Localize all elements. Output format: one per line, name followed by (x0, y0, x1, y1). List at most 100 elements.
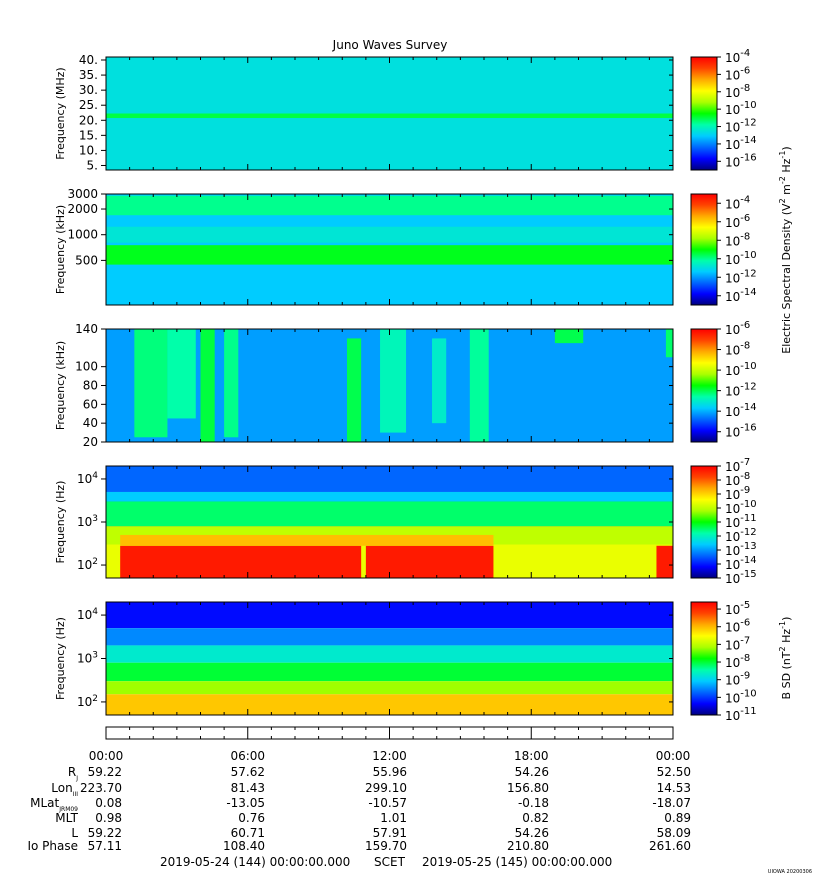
colorbar-tick-label: 10-10 (725, 100, 757, 117)
spectrogram-burst-1 (134, 329, 168, 438)
ephemeris-value: 14.53 (657, 781, 691, 795)
y-tick-label: 15. (79, 128, 98, 142)
b-spectral-density-label: B SD (nT2 Hz-1) (778, 617, 793, 700)
colorbar-tick-label: 10-4 (725, 48, 750, 65)
spectrogram-layer-4 (106, 662, 673, 682)
colorbar (690, 328, 718, 443)
y-tick-label: 35. (79, 68, 98, 82)
footer-scet-label: SCET (374, 855, 406, 869)
y-tick-label: 40. (79, 53, 98, 67)
colorbar-tick-label: 10-14 (725, 287, 757, 304)
y-tick-label: 3000 (67, 187, 98, 201)
spectrogram-layer-2 (106, 628, 673, 646)
ephemeris-value: 58.09 (657, 826, 691, 840)
ephemeris-value: -13.05 (226, 796, 265, 810)
ephemeris-value: 0.76 (238, 811, 265, 825)
spectrogram-burst-2 (167, 329, 196, 419)
footer-start-date: 2019-05-24 (144) 00:00:00.000 (160, 855, 350, 869)
y-tick-label: 20 (83, 435, 98, 449)
spectrogram-burst-4 (224, 329, 239, 438)
ephemeris-value: 0.82 (522, 811, 549, 825)
y-tick-label: 40 (83, 416, 98, 430)
spectrogram-image-4 (106, 466, 673, 578)
colorbar-tick-label: 10-8 (725, 341, 750, 358)
ephemeris-value: -18.07 (652, 796, 691, 810)
spectrogram-layer-2 (106, 491, 673, 502)
ephemeris-value: 1.01 (380, 811, 407, 825)
colorbar (690, 193, 718, 306)
time-label: 12:00 (372, 749, 407, 763)
y-tick-label: 25. (79, 98, 98, 112)
y-axis-label: Frequency (Hz) (54, 481, 67, 564)
electric-spectral-density-label: Electric Spectral Density (V2 m-2 Hz-1) (778, 146, 793, 353)
spectrogram-layer-3 (106, 501, 673, 527)
spectrogram-band-1 (106, 195, 673, 216)
ephemeris-row-label: LonIII (51, 781, 78, 798)
ephemeris-row-label: Io Phase (27, 839, 78, 853)
spectrogram-image-1 (106, 57, 673, 170)
colorbar-tick-label: 10-6 (725, 213, 750, 230)
ephemeris-table: RJ 59.22 57.62 55.96 54.26 52.50 LonIII 223.70 8… (27, 765, 691, 853)
ephemeris-value: 299.10 (365, 781, 407, 795)
ephemeris-value: 223.70 (80, 781, 122, 795)
y-tick-label: 103 (77, 514, 98, 529)
colorbar-tick-label: 10-8 (725, 231, 750, 248)
time-label: 06:00 (230, 749, 265, 763)
ephemeris-value: 54.26 (515, 826, 549, 840)
y-tick-label: 20. (79, 113, 98, 127)
ephemeris-value: 0.08 (95, 796, 122, 810)
y-tick-label: 60 (83, 397, 98, 411)
y-axis-label: Frequency (MHz) (54, 67, 67, 159)
spectrogram-burst-3 (200, 329, 215, 442)
spectrogram-image-2 (106, 194, 673, 305)
y-tick-label: 80 (83, 379, 98, 393)
spectrogram-burst-2 (365, 545, 494, 578)
colorbar-tick-label: 10-12 (725, 268, 757, 285)
figure-title: Juno Waves Survey (332, 38, 448, 52)
y-tick-label: 102 (77, 694, 98, 709)
y-tick-label: 140 (75, 322, 98, 336)
ephemeris-row-label: L (71, 826, 78, 840)
spectrogram-burst-9 (554, 329, 584, 344)
ephemeris-value: 57.11 (88, 839, 122, 853)
y-axis-label: Frequency (kHz) (54, 205, 67, 294)
spectrogram-band-3 (106, 245, 673, 265)
ephemeris-value: 159.70 (365, 839, 407, 853)
ephemeris-value: 59.22 (88, 826, 122, 840)
colorbar-tick-label: 10-12 (725, 382, 757, 399)
y-axis-label: Frequency (Hz) (54, 617, 67, 700)
colorbar-tick-label: 10-6 (725, 65, 750, 82)
colorbar (690, 601, 718, 716)
ephemeris-value: 0.89 (664, 811, 691, 825)
ephemeris-value: -10.57 (368, 796, 407, 810)
ephemeris-value: -0.18 (518, 796, 549, 810)
time-label: 00:00 (89, 749, 124, 763)
y-axis-label: Frequency (kHz) (54, 341, 67, 430)
y-tick-label: 500 (75, 253, 98, 267)
spectrogram-burst-10 (665, 329, 673, 358)
colorbar-tick-label: 10-5 (725, 600, 750, 617)
colorbar-tick-label: 10-4 (725, 194, 750, 211)
watermark: UIOWA 20200306 (768, 869, 812, 875)
ephemeris-value: 54.26 (515, 765, 549, 779)
ephemeris-value: 57.91 (373, 826, 407, 840)
ephemeris-row-label: MLT (55, 811, 78, 825)
time-label: 18:00 (514, 749, 549, 763)
colorbar-tick-label: 10-6 (725, 618, 750, 635)
ephemeris-value: 59.22 (88, 765, 122, 779)
y-tick-label: 104 (77, 471, 98, 486)
ephemeris-value: 210.80 (507, 839, 549, 853)
colorbar-tick-label: 10-10 (725, 688, 757, 705)
spectrogram-layer-3 (106, 645, 673, 663)
y-tick-label: 5. (87, 158, 98, 172)
colorbar (690, 56, 718, 171)
ephemeris-value: 52.50 (657, 765, 691, 779)
ephemeris-value: 156.80 (507, 781, 549, 795)
colorbar-tick-label: 10-9 (725, 671, 750, 688)
colorbar-tick-label: 10-14 (725, 402, 757, 419)
ephemeris-value: 60.71 (231, 826, 265, 840)
spectrogram-band-2 (106, 226, 673, 243)
